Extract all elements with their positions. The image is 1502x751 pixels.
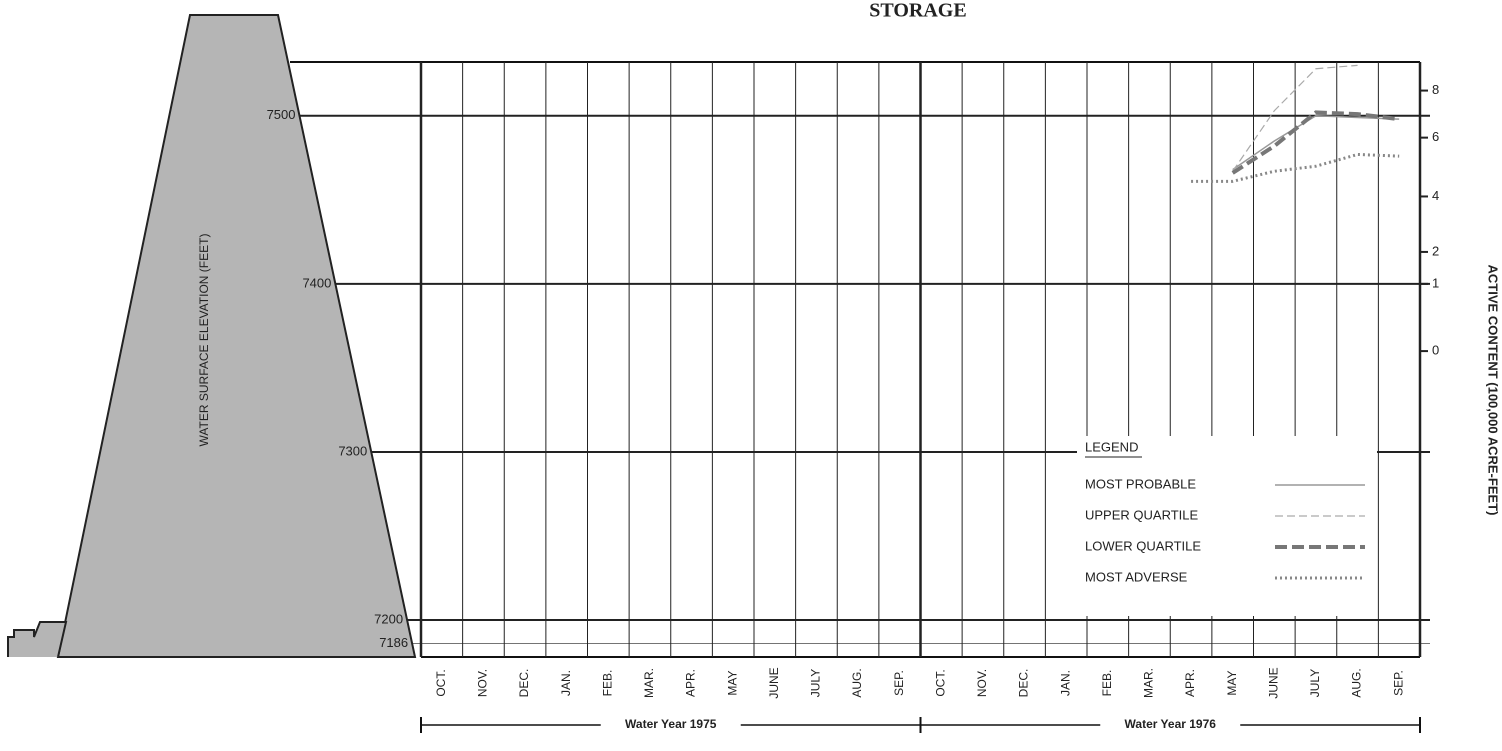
y-tick-label: 7500 [267,107,296,122]
x-tick-label: NOV. [476,669,490,697]
legend-label: MOST PROBABLE [1085,476,1196,491]
x-tick-label: APR. [1183,669,1197,697]
x-tick-label: NOV. [975,669,989,697]
legend-label: LOWER QUARTILE [1085,538,1201,553]
x-tick-label: DEC. [517,669,531,698]
x-tick-label: JULY [809,669,823,697]
y-axis-label: WATER SURFACE ELEVATION (FEET) [197,234,211,447]
y2-tick-label: 4 [1432,188,1439,203]
y2-tick-label: 6 [1432,129,1439,144]
y2-tick-label: 2 [1432,243,1439,258]
spillway [8,622,66,657]
series-line [1233,116,1400,170]
legend-label: UPPER QUARTILE [1085,507,1199,522]
y2-tick-label: 8 [1432,82,1439,97]
chart: STORAGE WATER SURFACE ELEVATION (FEET) A… [0,0,1502,751]
y-tick-label: 7200 [374,611,403,626]
legend-bg [1077,436,1377,616]
x-tick-label: MAY [1225,670,1239,695]
x-tick-label: MAY [725,670,739,695]
y-tick-label: 7300 [338,443,367,458]
x-tick-label: JUNE [1266,667,1280,698]
x-tick-label: SEP. [892,670,906,696]
x-tick-label: MAR. [1142,668,1156,698]
y2-axis-label: ACTIVE CONTENT (100,000 ACRE-FEET) [1486,265,1501,516]
x-tick-label: OCT. [933,669,947,696]
dam [58,15,415,657]
x-tick-label: AUG. [1350,668,1364,697]
y-tick-label: 7186 [379,635,408,650]
x-tick-label: JULY [1308,669,1322,697]
x-tick-label: JAN. [1058,670,1072,696]
x-tick-label: SEP. [1391,670,1405,696]
legend-label: MOST ADVERSE [1085,569,1188,584]
legend-title: LEGEND [1085,439,1138,454]
x-tick-label: FEB. [1100,670,1114,697]
bracket-label: Water Year 1976 [1125,717,1217,731]
bracket-label: Water Year 1975 [625,717,717,731]
series-line [1233,112,1400,173]
x-tick-label: DEC. [1017,669,1031,698]
x-tick-label: AUG. [850,668,864,697]
x-tick-label: MAR. [642,668,656,698]
x-tick-label: JAN. [559,670,573,696]
y2-tick-label: 0 [1432,343,1439,358]
chart-title: STORAGE [869,0,966,22]
x-tick-label: OCT. [434,669,448,696]
x-tick-label: JUNE [767,667,781,698]
y2-tick-label: 1 [1432,275,1439,290]
x-tick-label: APR. [684,669,698,697]
x-tick-label: FEB. [600,670,614,697]
y-tick-label: 7400 [302,275,331,290]
